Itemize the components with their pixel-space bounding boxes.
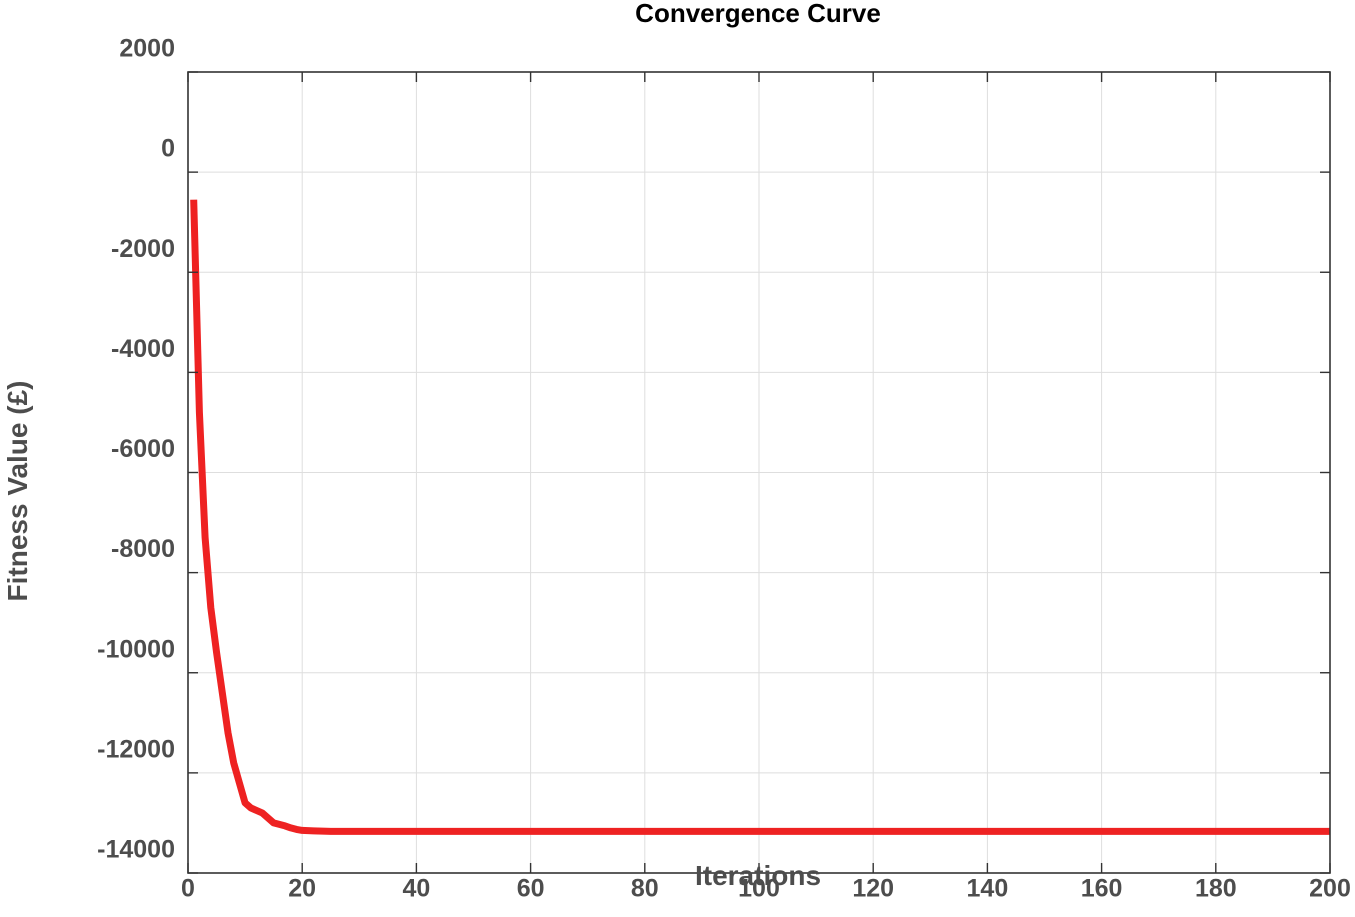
grid-lines [188, 72, 1330, 873]
x-tick-label: 60 [517, 875, 545, 903]
x-tick-label: 20 [288, 875, 316, 903]
y-tick-label: -6000 [111, 435, 175, 463]
x-tick-label: 40 [402, 875, 430, 903]
y-tick-label: -12000 [97, 735, 175, 763]
axis-ticks [187, 71, 1331, 874]
x-tick-label: 120 [852, 875, 894, 903]
x-tick-label: 100 [738, 875, 780, 903]
y-tick-label: -8000 [111, 535, 175, 563]
y-axis-title: Fitness Value (£) [2, 381, 33, 602]
x-axis-title: Iterations [695, 860, 821, 891]
x-tick-label: 0 [181, 875, 195, 903]
y-tick-label: -10000 [97, 635, 175, 663]
x-tick-label: 180 [1195, 875, 1237, 903]
y-tick-labels: 2000 0 -2000 -4000 -6000 -8000 -10000 -12000 -14… [97, 35, 175, 864]
y-tick-label: -4000 [111, 335, 175, 363]
y-tick-label: 0 [161, 135, 175, 163]
series-line [190, 199, 1330, 835]
x-tick-label: 140 [967, 875, 1009, 903]
x-tick-label: 200 [1309, 875, 1351, 903]
chart-title: Convergence Curve [635, 0, 881, 28]
x-tick-label: 80 [631, 875, 659, 903]
series-layer [190, 199, 1330, 835]
x-tick-labels: 0 20 40 60 80 100 120 140 160 180 200 [181, 875, 1351, 903]
x-tick-label: 160 [1081, 875, 1123, 903]
y-tick-label: -14000 [97, 836, 175, 864]
y-tick-label: -2000 [111, 235, 175, 263]
y-tick-label: 2000 [119, 35, 175, 63]
